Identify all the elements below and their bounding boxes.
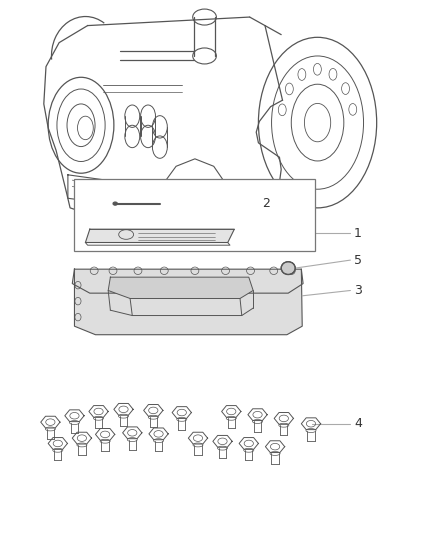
Polygon shape (85, 229, 234, 243)
Polygon shape (108, 277, 253, 298)
Ellipse shape (113, 202, 117, 205)
Text: 1: 1 (354, 227, 362, 240)
Text: 5: 5 (354, 254, 362, 266)
Text: 4: 4 (354, 417, 362, 430)
Ellipse shape (281, 262, 295, 274)
Polygon shape (74, 269, 302, 335)
Polygon shape (72, 269, 303, 293)
Bar (74, 179, 315, 251)
Text: 3: 3 (354, 284, 362, 297)
Text: 2: 2 (262, 197, 270, 210)
